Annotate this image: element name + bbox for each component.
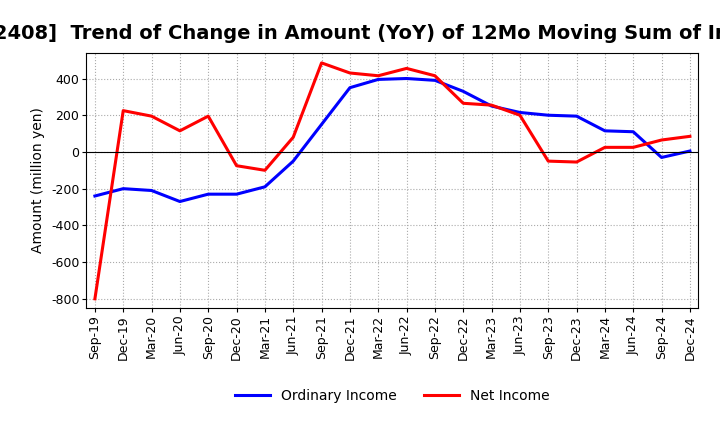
Net Income <box>657 137 666 143</box>
Ordinary Income <box>318 122 326 127</box>
Net Income <box>600 145 609 150</box>
Net Income <box>148 114 156 119</box>
Net Income <box>431 73 439 78</box>
Net Income <box>119 108 127 113</box>
Net Income <box>544 158 552 164</box>
Net Income <box>459 101 467 106</box>
Net Income <box>204 114 212 119</box>
Net Income <box>402 66 411 71</box>
Net Income <box>685 134 694 139</box>
Ordinary Income <box>516 110 524 115</box>
Ordinary Income <box>233 191 241 197</box>
Ordinary Income <box>119 186 127 191</box>
Ordinary Income <box>402 76 411 81</box>
Ordinary Income <box>657 155 666 160</box>
Net Income <box>233 163 241 169</box>
Ordinary Income <box>572 114 581 119</box>
Ordinary Income <box>176 199 184 204</box>
Ordinary Income <box>487 103 496 109</box>
Net Income <box>346 70 354 76</box>
Net Income <box>374 73 382 78</box>
Ordinary Income <box>629 129 637 134</box>
Net Income <box>261 168 269 173</box>
Ordinary Income <box>346 85 354 90</box>
Net Income <box>176 128 184 133</box>
Ordinary Income <box>289 158 297 164</box>
Ordinary Income <box>685 148 694 154</box>
Line: Ordinary Income: Ordinary Income <box>95 78 690 202</box>
Ordinary Income <box>261 184 269 190</box>
Net Income <box>91 296 99 301</box>
Ordinary Income <box>544 113 552 118</box>
Line: Net Income: Net Income <box>95 63 690 299</box>
Legend: Ordinary Income, Net Income: Ordinary Income, Net Income <box>230 383 555 408</box>
Net Income <box>629 145 637 150</box>
Net Income <box>572 159 581 165</box>
Ordinary Income <box>374 77 382 82</box>
Net Income <box>318 60 326 66</box>
Net Income <box>487 103 496 108</box>
Ordinary Income <box>459 89 467 94</box>
Ordinary Income <box>431 78 439 83</box>
Y-axis label: Amount (million yen): Amount (million yen) <box>32 107 45 253</box>
Ordinary Income <box>204 191 212 197</box>
Net Income <box>289 135 297 140</box>
Ordinary Income <box>148 188 156 193</box>
Title: [2408]  Trend of Change in Amount (YoY) of 12Mo Moving Sum of Incomes: [2408] Trend of Change in Amount (YoY) o… <box>0 24 720 43</box>
Net Income <box>516 113 524 118</box>
Ordinary Income <box>600 128 609 133</box>
Ordinary Income <box>91 193 99 198</box>
